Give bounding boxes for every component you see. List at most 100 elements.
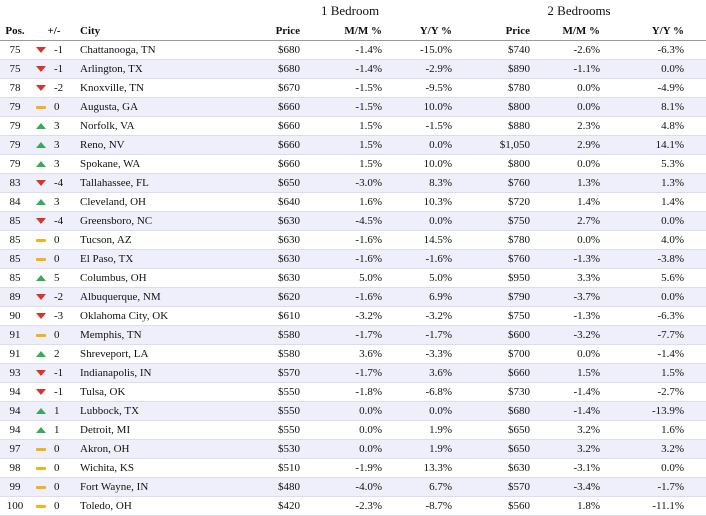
yy-2br-cell: -6.3% xyxy=(600,306,706,326)
city-cell: Reno, NV xyxy=(78,135,248,155)
change-cell: -2 xyxy=(52,78,78,98)
table-row: 91 0 Memphis, TN $580 -1.7% -1.7% $600 -3.2% -7.… xyxy=(0,325,706,345)
price-1br-cell: $550 xyxy=(248,382,300,402)
price-2br-cell: $780 xyxy=(452,78,531,98)
trend-down-icon xyxy=(36,180,46,187)
table-row: 89 -2 Albuquerque, NM $620 -1.6% 6.9% $790 -3.7… xyxy=(0,287,706,307)
pos-cell: 94 xyxy=(0,401,30,421)
yy-1br-cell: 0.0% xyxy=(382,401,453,421)
mm-1br-cell: -4.0% xyxy=(300,477,382,497)
trend-cell xyxy=(30,116,52,136)
mm-2br-cell: 1.3% xyxy=(530,173,601,193)
change-cell: 3 xyxy=(52,135,78,155)
yy-2br-cell: 4.0% xyxy=(600,230,706,250)
mm-1br-cell: 1.5% xyxy=(300,116,382,136)
price-1br-cell: $620 xyxy=(248,287,300,307)
change-cell: 1 xyxy=(52,420,78,440)
change-cell: 0 xyxy=(52,458,78,478)
trend-same-icon xyxy=(36,466,46,470)
pos-cell: 79 xyxy=(0,116,30,136)
mm-1br-cell: 1.5% xyxy=(300,154,382,174)
city-cell: Tucson, AZ xyxy=(78,230,248,250)
mm-2br-cell: 0.0% xyxy=(530,78,601,98)
price-2br-cell: $750 xyxy=(452,306,531,326)
pos-cell: 79 xyxy=(0,97,30,117)
price-1br-cell: $640 xyxy=(248,192,300,212)
yy-1br-cell: 6.9% xyxy=(382,287,453,307)
header-change: +/- xyxy=(30,22,78,41)
yy-1br-cell: -3.3% xyxy=(382,344,453,364)
change-cell: -1 xyxy=(52,40,78,60)
table-row: 79 3 Reno, NV $660 1.5% 0.0% $1,050 2.9% 14.1% xyxy=(0,135,706,155)
pos-cell: 85 xyxy=(0,249,30,269)
table-row: 79 3 Spokane, WA $660 1.5% 10.0% $800 0.0% 5.3% xyxy=(0,154,706,174)
city-cell: Albuquerque, NM xyxy=(78,287,248,307)
change-cell: 0 xyxy=(52,230,78,250)
price-2br-cell: $880 xyxy=(452,116,531,136)
city-cell: Lubbock, TX xyxy=(78,401,248,421)
trend-cell xyxy=(30,439,52,459)
price-2br-cell: $950 xyxy=(452,268,531,288)
pos-cell: 97 xyxy=(0,439,30,459)
pos-cell: 89 xyxy=(0,287,30,307)
mm-2br-cell: -1.1% xyxy=(530,59,601,79)
mm-1br-cell: -1.6% xyxy=(300,287,382,307)
trend-down-icon xyxy=(36,294,46,301)
mm-2br-cell: -1.3% xyxy=(530,249,601,269)
price-1br-cell: $570 xyxy=(248,363,300,383)
price-1br-cell: $480 xyxy=(248,477,300,497)
yy-2br-cell: -6.3% xyxy=(600,40,706,60)
price-1br-cell: $630 xyxy=(248,230,300,250)
trend-cell xyxy=(30,173,52,193)
price-1br-cell: $660 xyxy=(248,135,300,155)
mm-2br-cell: -3.2% xyxy=(530,325,601,345)
yy-1br-cell: -6.8% xyxy=(382,382,453,402)
pos-cell: 94 xyxy=(0,420,30,440)
mm-1br-cell: 0.0% xyxy=(300,401,382,421)
pos-cell: 85 xyxy=(0,211,30,231)
yy-1br-cell: 10.3% xyxy=(382,192,453,212)
yy-1br-cell: 0.0% xyxy=(382,211,453,231)
city-cell: Knoxville, TN xyxy=(78,78,248,98)
price-1br-cell: $510 xyxy=(248,458,300,478)
pos-cell: 99 xyxy=(0,477,30,497)
mm-1br-cell: -3.0% xyxy=(300,173,382,193)
price-2br-cell: $790 xyxy=(452,287,531,307)
trend-up-icon xyxy=(36,408,46,415)
city-cell: El Paso, TX xyxy=(78,249,248,269)
table-row: 94 1 Detroit, MI $550 0.0% 1.9% $650 3.2% 1.6% xyxy=(0,420,706,440)
mm-1br-cell: -1.8% xyxy=(300,382,382,402)
trend-cell xyxy=(30,458,52,478)
group-one-bedroom: 1 Bedroom xyxy=(320,3,380,18)
price-2br-cell: $800 xyxy=(452,154,531,174)
trend-same-icon xyxy=(36,238,46,242)
trend-cell xyxy=(30,268,52,288)
mm-1br-cell: 5.0% xyxy=(300,268,382,288)
city-cell: Shreveport, LA xyxy=(78,344,248,364)
yy-2br-cell: -13.9% xyxy=(600,401,706,421)
change-cell: 0 xyxy=(52,249,78,269)
trend-cell xyxy=(30,211,52,231)
header-yy-1br: Y/Y % xyxy=(382,22,453,41)
price-1br-cell: $680 xyxy=(248,40,300,60)
mm-1br-cell: -2.3% xyxy=(300,496,382,516)
mm-1br-cell: 3.6% xyxy=(300,344,382,364)
yy-1br-cell: -1.5% xyxy=(382,116,453,136)
change-cell: 3 xyxy=(52,116,78,136)
trend-cell xyxy=(30,496,52,516)
table-row: 75 -1 Arlington, TX $680 -1.4% -2.9% $890 -1.1%… xyxy=(0,59,706,79)
price-1br-cell: $660 xyxy=(248,116,300,136)
mm-2br-cell: 0.0% xyxy=(530,97,601,117)
city-cell: Tulsa, OK xyxy=(78,382,248,402)
mm-1br-cell: -1.6% xyxy=(300,249,382,269)
yy-2br-cell: 5.6% xyxy=(600,268,706,288)
price-2br-cell: $700 xyxy=(452,344,531,364)
pos-cell: 75 xyxy=(0,40,30,60)
change-cell: -4 xyxy=(52,211,78,231)
trend-cell xyxy=(30,154,52,174)
trend-cell xyxy=(30,401,52,421)
city-cell: Norfolk, VA xyxy=(78,116,248,136)
price-1br-cell: $630 xyxy=(248,249,300,269)
yy-2br-cell: 14.1% xyxy=(600,135,706,155)
yy-2br-cell: 1.5% xyxy=(600,363,706,383)
